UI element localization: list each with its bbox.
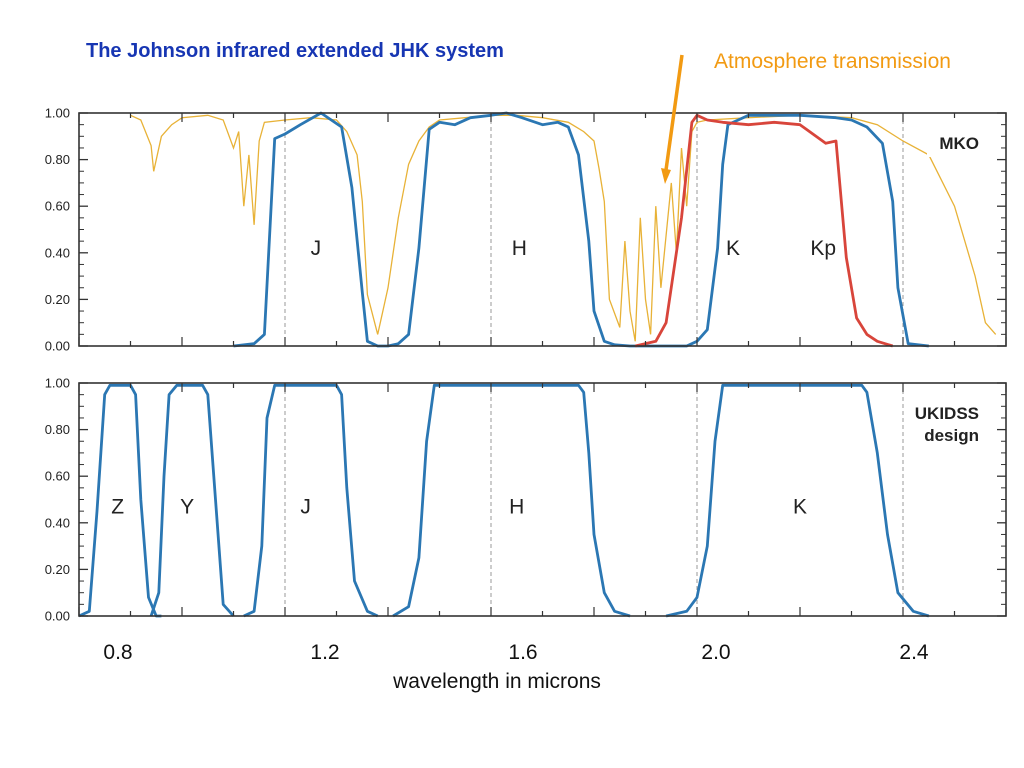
x-axis-label: wavelength in microns [393,670,601,693]
side-label-background [927,131,985,157]
atmosphere-arrow [661,54,684,184]
y-tick-label: 0.00 [45,609,70,624]
filter-curve [634,113,894,348]
band-label: Z [111,495,124,518]
y-tick-label: 1.00 [45,106,70,121]
panel-side-label: design [924,426,979,445]
band-label: Y [180,495,194,518]
y-tick-label: 1.00 [45,376,70,391]
band-label: K [793,495,807,518]
plot-frame [78,112,1007,347]
plot-frame [78,382,1007,617]
filter-curve [665,383,930,618]
filter-curve [392,383,631,618]
x-tick-label: 0.8 [103,641,133,664]
filter-curve [233,111,929,348]
side-label-background [927,401,985,449]
x-tick-label: 1.2 [310,641,340,664]
y-tick-label: 0.00 [45,339,70,354]
x-tick-label: 2.4 [899,641,929,664]
panel-side-label: UKIDSS [915,404,979,423]
y-tick-label: 0.40 [45,245,70,260]
atmosphere-annotation-label: Atmosphere transmission [714,50,951,73]
y-tick-label: 0.80 [45,152,70,167]
x-tick-label: 1.6 [508,641,538,664]
x-tick-label: 2.0 [701,641,731,664]
y-tick-label: 0.60 [45,199,70,214]
band-label: J [300,495,311,518]
band-label: H [512,237,527,260]
y-tick-label: 0.60 [45,469,70,484]
y-tick-label: 0.20 [45,562,70,577]
band-label: J [311,237,322,260]
y-tick-label: 0.20 [45,292,70,307]
filter-curve [149,383,235,617]
panel-ukidss: 0.00 0.20 0.40 0.60 0.80 1.00 Z Y J H K UKIDSS desig… [45,376,1007,624]
chart-title: The Johnson infrared extended JHK system [86,40,504,62]
band-label: Kp [810,237,836,260]
band-label: H [509,495,524,518]
panel-mko: 0.00 0.20 0.40 0.60 0.80 1.00 J H K Kp MKO [45,106,1007,354]
atmosphere-transmission-line [130,114,997,342]
y-tick-label: 0.40 [45,515,70,530]
y-tick-label: 0.80 [45,422,70,437]
panel-side-label: MKO [939,134,979,153]
band-label: K [726,237,740,260]
